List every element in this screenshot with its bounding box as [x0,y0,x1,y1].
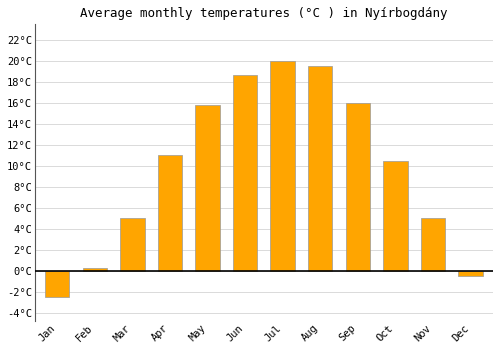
Bar [233,75,258,271]
Bar [420,218,445,271]
Bar [158,155,182,271]
Bar [458,271,482,276]
Bar [270,61,295,271]
Bar [346,103,370,271]
Bar [383,161,407,271]
Bar [120,218,144,271]
Bar [82,268,107,271]
Bar [45,271,70,297]
Bar [308,66,332,271]
Title: Average monthly temperatures (°C ) in Nyírbogdány: Average monthly temperatures (°C ) in Ny… [80,7,448,20]
Bar [196,105,220,271]
